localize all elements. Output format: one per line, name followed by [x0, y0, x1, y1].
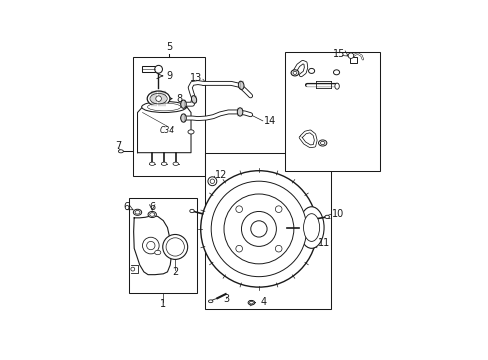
- Ellipse shape: [318, 140, 326, 146]
- Ellipse shape: [154, 250, 161, 255]
- Ellipse shape: [333, 70, 339, 75]
- Circle shape: [275, 206, 282, 212]
- Bar: [129, 198, 197, 293]
- Text: 2: 2: [172, 267, 178, 277]
- Bar: [142, 66, 155, 72]
- Text: 13: 13: [189, 73, 202, 83]
- Circle shape: [211, 181, 306, 276]
- Ellipse shape: [308, 68, 314, 73]
- Text: 8: 8: [176, 94, 183, 104]
- Text: 3: 3: [223, 294, 228, 304]
- Ellipse shape: [133, 209, 142, 215]
- Text: 7: 7: [115, 141, 121, 151]
- Ellipse shape: [299, 207, 324, 248]
- Ellipse shape: [249, 301, 253, 304]
- Circle shape: [235, 246, 242, 252]
- Text: C34: C34: [160, 126, 175, 135]
- Ellipse shape: [147, 103, 181, 111]
- Ellipse shape: [187, 130, 194, 134]
- Text: 4: 4: [260, 297, 266, 307]
- Ellipse shape: [325, 215, 329, 219]
- Ellipse shape: [237, 108, 243, 116]
- Circle shape: [131, 267, 135, 271]
- Ellipse shape: [149, 213, 154, 216]
- Circle shape: [154, 66, 162, 73]
- Circle shape: [142, 237, 159, 254]
- Text: 9: 9: [166, 71, 172, 81]
- Bar: [349, 57, 356, 63]
- Text: -: -: [325, 213, 329, 224]
- Ellipse shape: [173, 162, 178, 166]
- Ellipse shape: [147, 91, 170, 106]
- Ellipse shape: [135, 211, 140, 214]
- Ellipse shape: [320, 141, 324, 145]
- Ellipse shape: [118, 150, 123, 153]
- Circle shape: [146, 242, 155, 250]
- Bar: [133, 57, 204, 176]
- Text: 1: 1: [160, 299, 166, 309]
- Text: 11: 11: [317, 238, 329, 248]
- Circle shape: [200, 171, 317, 287]
- Text: 12: 12: [214, 170, 226, 180]
- Circle shape: [250, 221, 266, 237]
- Ellipse shape: [238, 81, 244, 89]
- Ellipse shape: [181, 100, 186, 108]
- Circle shape: [207, 177, 216, 186]
- Ellipse shape: [334, 83, 339, 89]
- Ellipse shape: [149, 162, 155, 166]
- Text: 5: 5: [165, 41, 172, 51]
- Circle shape: [163, 234, 187, 260]
- Ellipse shape: [292, 71, 296, 75]
- Ellipse shape: [161, 162, 166, 166]
- Ellipse shape: [142, 102, 186, 112]
- Ellipse shape: [290, 70, 298, 76]
- Text: 15: 15: [333, 49, 345, 59]
- Circle shape: [275, 246, 282, 252]
- Ellipse shape: [150, 93, 167, 104]
- Ellipse shape: [148, 211, 156, 217]
- Circle shape: [166, 238, 184, 256]
- Circle shape: [210, 179, 214, 184]
- Polygon shape: [137, 107, 191, 153]
- Text: 6: 6: [123, 202, 129, 212]
- Bar: [204, 153, 330, 309]
- Circle shape: [241, 211, 276, 246]
- Text: 6: 6: [149, 202, 155, 212]
- Circle shape: [235, 206, 242, 212]
- Text: 10: 10: [331, 209, 344, 219]
- Ellipse shape: [208, 300, 212, 303]
- Circle shape: [347, 53, 353, 58]
- Text: 14: 14: [263, 116, 275, 126]
- Ellipse shape: [247, 301, 254, 305]
- Ellipse shape: [181, 114, 186, 122]
- Polygon shape: [131, 265, 138, 273]
- Circle shape: [224, 194, 293, 264]
- Bar: [285, 51, 379, 171]
- Ellipse shape: [189, 209, 194, 213]
- Ellipse shape: [191, 96, 196, 103]
- Circle shape: [156, 96, 161, 102]
- Ellipse shape: [303, 214, 319, 242]
- Polygon shape: [133, 216, 171, 275]
